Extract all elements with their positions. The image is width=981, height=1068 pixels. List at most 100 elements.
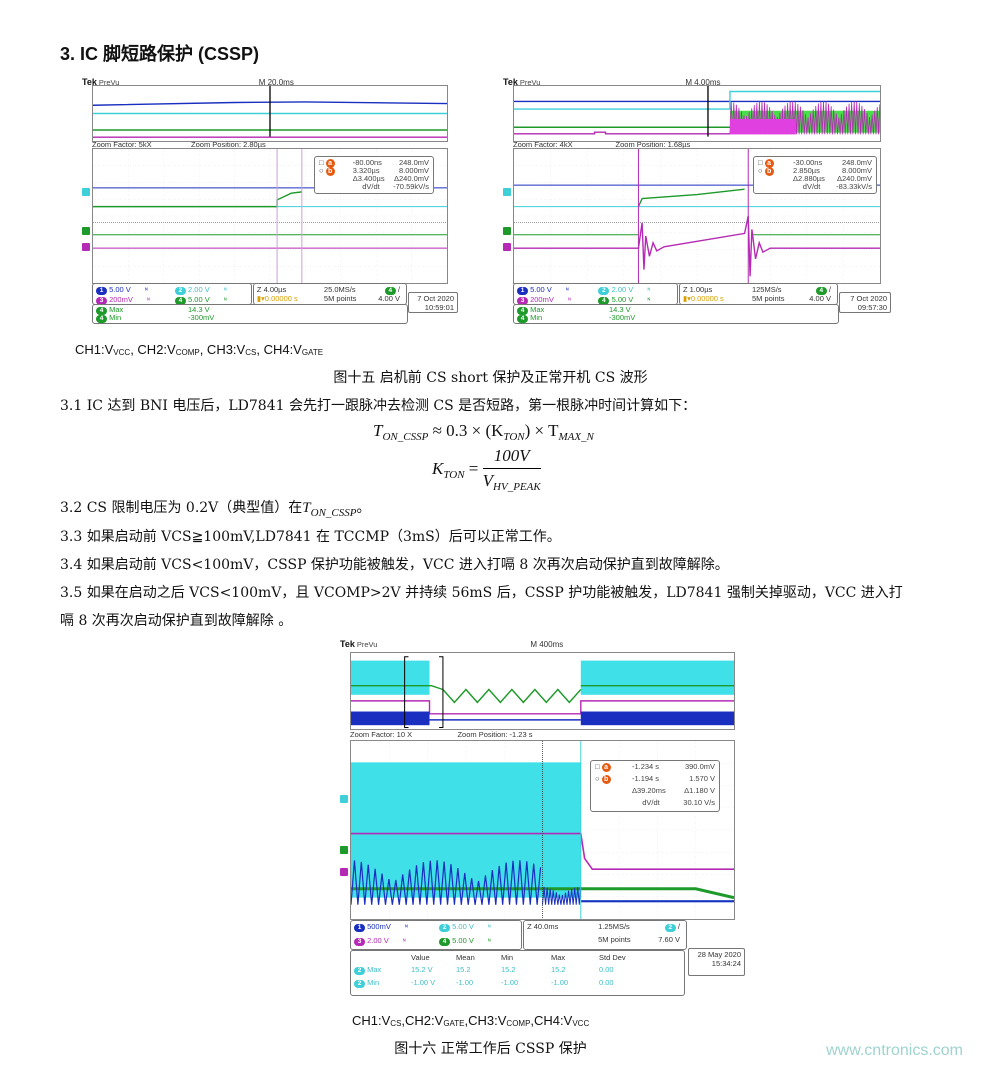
waveform-trace bbox=[514, 216, 880, 276]
waveform-trace bbox=[351, 834, 734, 870]
paragraph-3-2: 3.2 CS 限制电压为 0.2V（典型值）在TON_CSSP。 bbox=[60, 497, 370, 519]
capture-date: 7 Oct 2020 bbox=[850, 294, 887, 303]
fraction-numerator: 100V bbox=[482, 446, 541, 469]
channel-4-scale: 5.00 V bbox=[611, 295, 634, 304]
formula-sub: TON bbox=[443, 469, 465, 481]
cursor-rate-label: dV/dt bbox=[362, 182, 380, 191]
measurement-panel: 4 Max 14.3 V 4 Min -300mV bbox=[513, 304, 839, 324]
overview-waveform bbox=[350, 652, 735, 730]
measurement-channel: 4 bbox=[96, 307, 107, 315]
channel-4-ground-marker[interactable] bbox=[503, 227, 511, 236]
legend-sub: COMP bbox=[175, 348, 200, 357]
measurement-name: Min bbox=[367, 978, 380, 987]
legend-text: CH1:V bbox=[75, 342, 114, 357]
formula-term: V bbox=[482, 471, 494, 490]
cursor-b-time: 2.850µs bbox=[793, 166, 820, 175]
legend-text: ,CH2:V bbox=[401, 1013, 444, 1028]
capture-time: 15:34:24 bbox=[711, 959, 741, 968]
channel-3-scale: 200mV bbox=[109, 295, 133, 304]
record-length: 5M points bbox=[751, 294, 785, 303]
channel-scales[interactable]: 1 5.00 V ᶰ 2 2.00 V ᶰ 3 200mV ᶰ 4 5.00 V ᶰ bbox=[513, 283, 678, 305]
waveform-trace bbox=[443, 689, 581, 702]
waveform-trace bbox=[514, 132, 730, 134]
cursor-delta-time: Δ39.20ms bbox=[631, 786, 666, 795]
channel-3-badge[interactable]: 3 bbox=[517, 297, 528, 305]
cursor-b-value: 1.570 V bbox=[689, 774, 715, 783]
fraction-denominator: VHV_PEAK bbox=[483, 469, 541, 493]
channel-1-scale: 500mV bbox=[367, 922, 391, 931]
paragraph-3-3: 3.3 如果启动前 VCS≧100mV,LD7841 在 TCCMP（3mS）后… bbox=[60, 529, 561, 545]
fraction: 100V VHV_PEAK bbox=[482, 446, 541, 493]
channel-2-ground-marker[interactable] bbox=[82, 188, 90, 197]
channel-1-badge[interactable]: 1 bbox=[96, 287, 107, 295]
channel-2-ground-marker[interactable] bbox=[503, 188, 511, 197]
channel-3-ground-marker[interactable] bbox=[340, 867, 348, 876]
legend-sub: COMP bbox=[506, 1019, 531, 1028]
channel-3-badge[interactable]: 3 bbox=[354, 938, 365, 946]
channel-3-ground-marker[interactable] bbox=[503, 243, 511, 252]
channel-3-ground-marker[interactable] bbox=[82, 243, 90, 252]
waveform-trace bbox=[543, 887, 581, 905]
legend-text: CH1:V bbox=[352, 1013, 391, 1028]
legend-sub: VCC bbox=[113, 348, 131, 357]
cursor-readout: □ a -80.00ns 248.0mV ○ b 3.320µs 8.000mV… bbox=[314, 156, 434, 194]
channel-2-ground-marker[interactable] bbox=[340, 794, 348, 803]
timebase-trigger-readout[interactable]: Z 1.00µs 125MS/s ▮▾0.00000 s 5M points 4… bbox=[678, 283, 838, 305]
channel-4-badge[interactable]: 4 bbox=[174, 297, 186, 305]
channel-4-ground-marker[interactable] bbox=[82, 227, 90, 236]
trigger-icon: ▮ bbox=[682, 294, 688, 303]
formula-term: ) × T bbox=[524, 421, 559, 440]
channel-scales[interactable]: 1 500mV ᶰ 2 5.00 V ᶰ 3 2.00 V ᶰ 4 5.00 V ᶰ bbox=[350, 920, 523, 950]
cursor-b-value: 8.000mV bbox=[398, 166, 429, 175]
cursor-b-time: 3.320µs bbox=[352, 166, 380, 175]
cursor-rate-value: 30.10 V/s bbox=[683, 798, 715, 807]
channel-4-badge[interactable]: 4 bbox=[598, 297, 610, 305]
formula-sub: ON_CSSP bbox=[382, 431, 429, 444]
paragraph-3-5: 3.5 如果在启动之后 VCS<100mV，且 VCOMP>2V 并持续 56m… bbox=[60, 585, 903, 601]
para-text: 3.2 CS 限制电压为 0.2V（典型值）在 bbox=[60, 500, 303, 516]
waveform-trace bbox=[351, 686, 443, 690]
legend-text: , CH4:V bbox=[256, 342, 302, 357]
zoom-factor: Zoom Factor: 10 X bbox=[350, 730, 413, 739]
measurement-cell: 0.00 bbox=[599, 965, 614, 974]
zoom-timebase: Z 1.00µs bbox=[682, 285, 713, 294]
channel-4-ground-marker[interactable] bbox=[340, 846, 348, 855]
cursor-b-time: -1.194 s bbox=[631, 774, 660, 783]
cursor-b-marker: b bbox=[601, 775, 611, 784]
channel-4-badge[interactable]: 4 bbox=[439, 938, 451, 946]
bandwidth-icon: ᶰ bbox=[647, 285, 651, 294]
trigger-level: 4.00 V bbox=[809, 294, 831, 303]
zoom-factor: Zoom Factor: 5kX bbox=[92, 140, 152, 149]
waveform-trace bbox=[514, 92, 880, 110]
formula-term: T bbox=[373, 421, 383, 440]
cursor-delta-time: Δ3.400µs bbox=[352, 174, 385, 183]
channel-3-badge[interactable]: 3 bbox=[96, 297, 107, 305]
trigger-icon: ▮ bbox=[256, 294, 262, 303]
measurement-name: Max bbox=[109, 305, 124, 314]
timebase-trigger-readout[interactable]: Z 4.00µs 25.0MS/s ▮▾0.00000 s 5M points … bbox=[252, 283, 407, 305]
measurement-cell: 15.2 bbox=[456, 965, 471, 974]
trigger-channel-badge: 4 bbox=[815, 287, 827, 295]
channel-1-badge[interactable]: 1 bbox=[354, 924, 365, 932]
legend-sub: GATE bbox=[301, 348, 324, 357]
channel-scales[interactable]: 1 5.00 V ᶰ 2 2.00 V ᶰ 3 200mV ᶰ 4 5.00 V ᶰ bbox=[92, 283, 252, 305]
cursor-a-marker: a bbox=[325, 159, 335, 168]
channel-4-scale: 5.00 V bbox=[188, 295, 210, 304]
cursor-a-time: -30.00ns bbox=[793, 158, 823, 167]
cursor-delta-time: Δ2.880µs bbox=[793, 174, 825, 183]
channel-4-scale: 5.00 V bbox=[452, 936, 474, 945]
channel-2-badge[interactable]: 2 bbox=[174, 287, 186, 295]
date-time-display: 7 Oct 2020 10:59:01 bbox=[408, 292, 458, 313]
measurement-cell: -1.00 V bbox=[411, 978, 436, 987]
timebase-trigger-readout[interactable]: Z 40.0ms 1.25MS/s 5M points 2 / 7.60 V bbox=[523, 920, 687, 950]
paragraph-3-1: 3.1 IC 达到 BNI 电压后，LD7841 会先打一跟脉冲去检测 CS 是… bbox=[60, 398, 697, 414]
channel-1-badge[interactable]: 1 bbox=[517, 287, 528, 295]
channel-2-badge[interactable]: 2 bbox=[598, 287, 610, 295]
record-length: 5M points bbox=[323, 294, 357, 303]
measurement-channel: 4 bbox=[96, 315, 107, 323]
formula-term: = bbox=[464, 458, 483, 478]
channel-2-badge[interactable]: 2 bbox=[439, 924, 451, 932]
cursor-rate-value: -70.59kV/s bbox=[393, 182, 429, 191]
channel-1-scale: 5.00 V bbox=[530, 285, 552, 294]
formula-inline: TON_CSSP bbox=[302, 500, 356, 519]
